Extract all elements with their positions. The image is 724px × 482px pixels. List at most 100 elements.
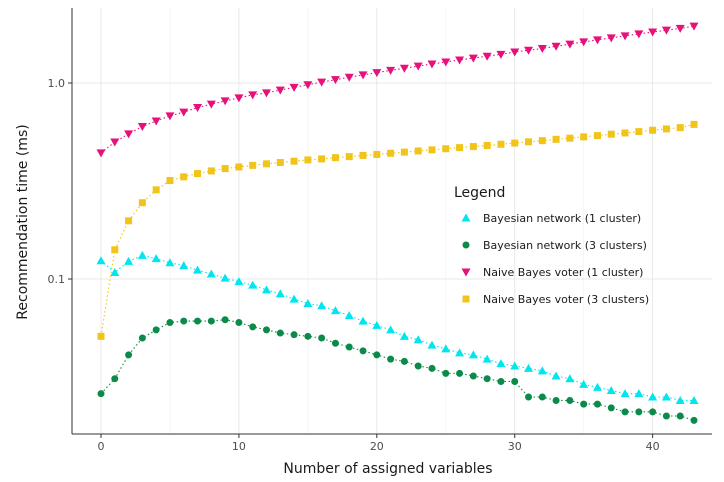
data-point [220,273,230,282]
data-point [592,36,602,45]
data-point [593,400,601,408]
data-point [207,167,215,175]
data-point [206,269,216,278]
data-point [262,160,270,168]
data-point [179,108,189,117]
data-point [180,317,188,325]
data-point [468,54,478,63]
x-tick-label: 30 [508,440,522,453]
data-point [566,396,574,404]
series-3 [96,22,699,158]
data-point [372,320,382,329]
data-point [675,395,685,404]
data-point [510,48,520,57]
data-point [414,362,422,370]
legend-key [461,268,471,277]
data-point [221,316,229,324]
data-point [358,316,368,325]
data-point [96,256,106,265]
data-point [317,301,327,310]
data-point [400,357,408,365]
data-point [399,64,409,73]
data-point [235,163,243,171]
data-point [235,318,243,326]
legend-key [462,241,470,249]
data-point [97,390,105,398]
data-point [496,50,506,59]
data-point [234,277,244,286]
data-point [469,372,477,380]
data-point [579,38,589,47]
data-point [455,56,465,65]
data-point [289,294,299,303]
data-point [344,311,354,320]
data-point [537,44,547,53]
data-point [511,377,519,385]
data-point [97,332,105,340]
grid-lines [72,8,712,434]
data-point [482,52,492,61]
data-point [180,173,188,181]
data-point [428,364,436,372]
data-point [468,350,478,359]
data-point [649,126,657,134]
data-point [497,140,505,148]
data-point [400,148,408,156]
data-point [524,363,534,372]
data-point [386,325,396,334]
data-point [344,73,354,82]
data-point [537,366,547,375]
data-point [138,334,146,342]
x-tick-label: 20 [370,440,384,453]
data-point [510,361,520,370]
legend-key [461,213,471,222]
data-point [138,199,146,207]
data-point [456,144,464,152]
data-point [373,351,381,359]
data-point [331,339,339,347]
data-point [525,138,533,146]
data-point [690,416,698,424]
data-point [151,254,161,263]
data-point [152,326,160,334]
data-point [428,146,436,154]
data-point [551,42,561,51]
data-point [442,369,450,377]
data-point [441,344,451,353]
data-point [248,91,258,100]
data-point [580,133,588,141]
data-point [676,124,684,132]
data-point [194,317,202,325]
data-point [207,317,215,325]
data-point [497,377,505,385]
series-2 [97,316,698,424]
series-4 [97,120,698,340]
data-point [206,100,216,109]
data-point [386,66,396,75]
data-point [661,26,671,35]
data-point [345,153,353,161]
data-point [318,334,326,342]
data-point [165,112,175,121]
data-point [634,389,644,398]
data-point [649,408,657,416]
data-point [648,28,658,37]
data-point [524,46,534,55]
data-point [330,76,340,85]
data-point [387,355,395,363]
data-point [427,60,437,69]
series-line [100,319,695,421]
data-point [194,170,202,178]
data-point [648,392,658,401]
series-line [100,25,695,154]
data-point [303,298,313,307]
data-point [496,359,506,368]
data-point [110,138,120,147]
data-point [482,354,492,363]
data-point [635,408,643,416]
data-point [303,81,313,90]
legend: Legend Bayesian network (1 cluster) Bayes… [454,185,649,306]
legend-label: Bayesian network (1 cluster) [483,212,641,225]
legend-label: Naive Bayes voter (3 clusters) [483,293,649,306]
data-point [166,318,174,326]
